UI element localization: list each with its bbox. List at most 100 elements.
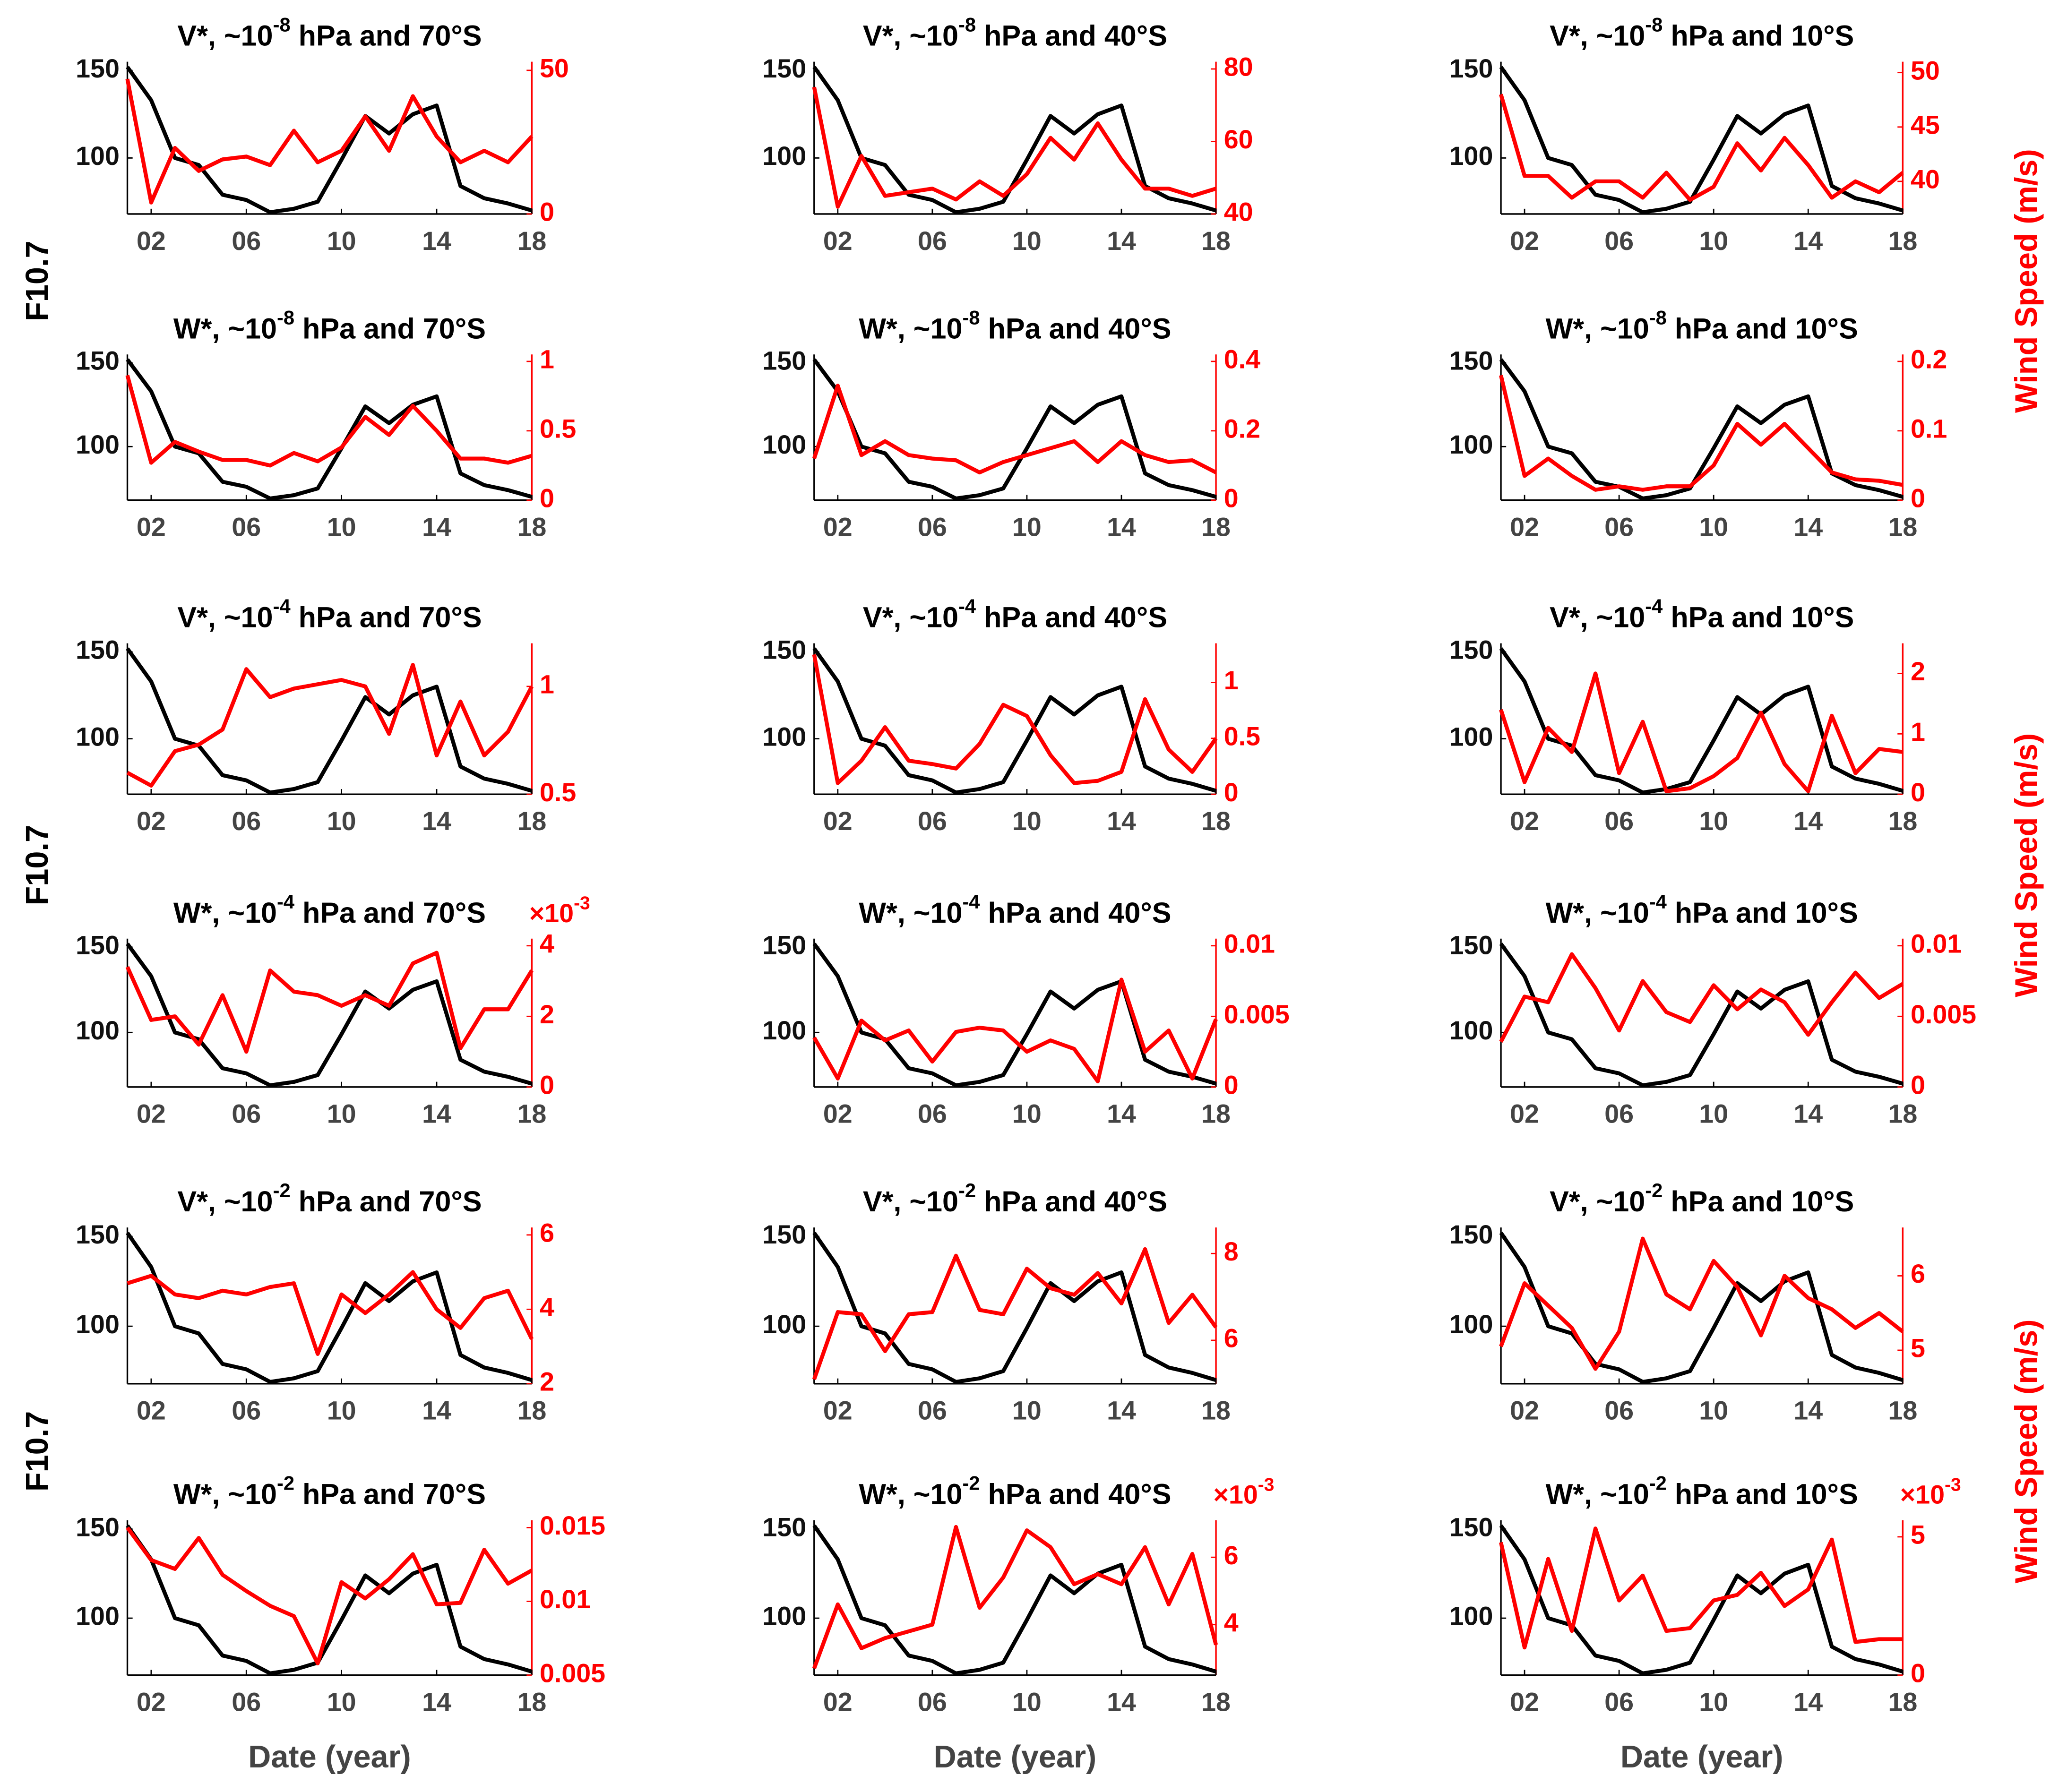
x-tick-label: 18 (1201, 226, 1231, 256)
x-tick-label: 18 (1888, 1099, 1917, 1129)
x-tick-label: 06 (232, 1687, 261, 1716)
line-series (125, 951, 534, 1054)
y-tick-label: 150 (1449, 1220, 1493, 1249)
x-tick-label: 14 (422, 1396, 451, 1425)
y2-tick-label: 1 (540, 670, 554, 699)
line-series (1499, 94, 1904, 202)
x-tick-label: 10 (1012, 513, 1042, 542)
title-text: hPa and 40°S (980, 1478, 1172, 1510)
x-tick-label: 14 (1793, 226, 1823, 256)
y-axis-label: F10.7 (20, 240, 55, 321)
y-tick-label: 100 (1449, 722, 1493, 751)
x-tick-label: 06 (918, 226, 947, 256)
title-text: hPa and 10°S (1663, 601, 1854, 634)
x-axis-label: Date (year) (934, 1740, 1097, 1775)
y2-tick-label: 45 (1911, 110, 1940, 139)
y2-tick-label: 4 (540, 929, 554, 958)
title-exponent: -8 (958, 14, 976, 36)
y2-tick-label: 0 (1911, 778, 1925, 807)
y2-tick-label: 0 (1911, 1658, 1925, 1688)
line-series (1499, 1232, 1904, 1384)
y-tick-label: 100 (76, 1602, 120, 1631)
title-text: hPa and 70°S (294, 312, 486, 344)
y-tick-label: 100 (76, 430, 120, 459)
title-text: V*, ~10 (1550, 1185, 1645, 1218)
y-tick-label: 150 (76, 635, 120, 665)
title-text: hPa and 40°S (976, 20, 1167, 52)
line-series (127, 1270, 534, 1356)
x-tick-label: 10 (1012, 226, 1042, 256)
y2-axis-label: Wind Speed (m/s) (2009, 733, 2044, 997)
multiplier-exponent: -3 (574, 893, 590, 914)
title-exponent: -4 (273, 595, 291, 617)
x-tick-label: 06 (1604, 806, 1634, 836)
title-text: hPa and 10°S (1663, 1185, 1854, 1218)
x-tick-label: 06 (232, 226, 261, 256)
y-tick-label: 100 (1449, 141, 1493, 171)
title-text: hPa and 10°S (1667, 1478, 1858, 1510)
x-tick-label: 10 (327, 806, 356, 836)
y2-tick-label: 2 (540, 1000, 554, 1029)
panel-title: V*, ~10-8 hPa and 40°S (863, 14, 1167, 52)
y-tick-label: 150 (762, 635, 806, 665)
line-series (126, 1524, 533, 1676)
title-exponent: -2 (1649, 1472, 1667, 1494)
line-series (812, 943, 1217, 1088)
y2-axis-label: Wind Speed (m/s) (2009, 149, 2044, 413)
y2-tick-label: 2 (540, 1367, 554, 1396)
line-series (812, 1525, 1218, 1669)
line-series (812, 1247, 1218, 1380)
x-tick-label: 10 (1012, 1396, 1042, 1425)
x-tick-label: 02 (823, 806, 853, 836)
panel-title: V*, ~10-2 hPa and 70°S (177, 1179, 482, 1218)
x-tick-label: 18 (1201, 1099, 1231, 1129)
title-text: hPa and 40°S (980, 312, 1172, 344)
x-tick-label: 10 (327, 513, 356, 542)
y2-tick-label: 0.01 (1224, 929, 1275, 958)
line-series (126, 647, 533, 795)
y-tick-label: 150 (1449, 1512, 1493, 1542)
x-tick-label: 02 (137, 1687, 166, 1716)
x-tick-label: 18 (517, 806, 546, 836)
y2-tick-label: 5 (1911, 1520, 1925, 1550)
y2-tick-label: 2 (1911, 657, 1925, 686)
x-tick-label: 14 (1107, 226, 1136, 256)
x-tick-label: 10 (327, 1687, 356, 1716)
y-tick-label: 100 (762, 430, 806, 459)
title-text: hPa and 10°S (1667, 312, 1858, 344)
y2-tick-label: 0.1 (1911, 414, 1947, 444)
y2-tick-label: 5 (1911, 1334, 1925, 1363)
y2-tick-label: 0.5 (540, 414, 576, 444)
y2-tick-label: 0 (540, 197, 554, 227)
y-tick-label: 100 (1449, 1310, 1493, 1339)
y2-tick-label: 6 (1224, 1541, 1239, 1570)
y-tick-label: 100 (762, 1016, 806, 1045)
x-tick-label: 14 (1793, 1396, 1823, 1425)
y2-tick-label: 0 (1911, 1070, 1925, 1099)
line-series (1499, 647, 1904, 795)
y-tick-label: 150 (762, 346, 806, 376)
y2-tick-label: 0.5 (1224, 721, 1260, 751)
x-tick-label: 10 (1699, 1687, 1728, 1716)
x-tick-label: 10 (327, 1099, 356, 1129)
y-tick-label: 150 (76, 346, 120, 376)
y2-tick-label: 40 (1224, 197, 1253, 227)
x-tick-label: 02 (137, 513, 166, 542)
y2-tick-label: 0 (1224, 778, 1239, 807)
y-tick-label: 150 (76, 931, 120, 960)
y-tick-label: 150 (762, 54, 806, 83)
x-tick-label: 10 (1699, 513, 1728, 542)
y-axis-label: F10.7 (20, 825, 55, 906)
y-tick-label: 150 (76, 1220, 120, 1249)
x-tick-label: 10 (327, 1396, 356, 1425)
title-text: V*, ~10 (177, 601, 273, 634)
y-tick-label: 150 (762, 1512, 806, 1542)
x-tick-label: 18 (1201, 513, 1231, 542)
x-tick-label: 06 (1604, 226, 1634, 256)
panel-title: W*, ~10-4 hPa and 10°S (1546, 891, 1858, 929)
x-tick-label: 06 (1604, 1687, 1634, 1716)
panel-title: W*, ~10-4 hPa and 40°S (859, 891, 1171, 929)
y2-tick-label: 60 (1224, 125, 1253, 154)
x-axis-label: Date (year) (248, 1740, 411, 1775)
